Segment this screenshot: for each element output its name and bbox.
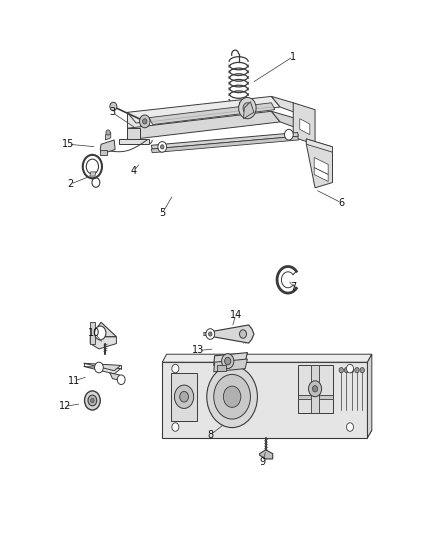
Circle shape [208, 332, 212, 336]
Polygon shape [151, 136, 298, 153]
Polygon shape [84, 364, 121, 370]
Circle shape [117, 375, 125, 384]
Polygon shape [204, 325, 254, 343]
Circle shape [308, 381, 321, 397]
Polygon shape [217, 366, 226, 370]
Circle shape [95, 326, 106, 340]
Polygon shape [244, 102, 254, 119]
Polygon shape [90, 337, 117, 349]
Polygon shape [306, 139, 332, 152]
Text: 13: 13 [192, 345, 205, 356]
Polygon shape [306, 139, 332, 188]
Circle shape [110, 102, 117, 111]
Circle shape [214, 374, 251, 419]
Circle shape [285, 130, 293, 140]
Text: 14: 14 [230, 310, 242, 320]
Text: 10: 10 [88, 328, 101, 338]
Circle shape [355, 368, 359, 373]
Polygon shape [297, 365, 332, 413]
Circle shape [85, 391, 100, 410]
Circle shape [143, 119, 147, 124]
Circle shape [91, 398, 94, 402]
Polygon shape [127, 112, 141, 128]
Polygon shape [171, 373, 197, 421]
Circle shape [344, 368, 349, 373]
Circle shape [158, 142, 166, 152]
Polygon shape [90, 172, 96, 176]
Circle shape [312, 385, 318, 392]
Polygon shape [119, 139, 149, 144]
Text: 7: 7 [290, 282, 297, 292]
Circle shape [225, 358, 231, 365]
Circle shape [243, 103, 252, 114]
Polygon shape [214, 359, 247, 372]
Circle shape [160, 145, 164, 149]
Polygon shape [297, 395, 332, 399]
Circle shape [207, 366, 258, 427]
Polygon shape [314, 167, 328, 181]
Text: 15: 15 [62, 139, 74, 149]
Polygon shape [293, 103, 315, 144]
Polygon shape [214, 353, 247, 366]
Polygon shape [311, 365, 319, 413]
Circle shape [106, 130, 110, 135]
Polygon shape [100, 140, 115, 154]
Circle shape [240, 330, 247, 338]
Polygon shape [90, 322, 95, 344]
Text: 6: 6 [338, 198, 344, 208]
Circle shape [346, 365, 353, 373]
Text: 4: 4 [131, 166, 137, 176]
Polygon shape [106, 133, 111, 140]
Polygon shape [162, 362, 367, 438]
Circle shape [172, 365, 179, 373]
Circle shape [180, 391, 188, 402]
Polygon shape [149, 103, 275, 125]
Polygon shape [127, 96, 280, 123]
Polygon shape [272, 111, 297, 128]
Polygon shape [127, 111, 280, 139]
Circle shape [206, 329, 215, 340]
Polygon shape [110, 373, 122, 381]
Circle shape [239, 98, 256, 119]
Text: 12: 12 [59, 401, 71, 411]
Text: 8: 8 [207, 430, 213, 440]
Text: 2: 2 [67, 179, 74, 189]
Polygon shape [367, 354, 372, 438]
Circle shape [360, 368, 364, 373]
Polygon shape [162, 430, 372, 438]
Text: 9: 9 [260, 457, 266, 466]
Polygon shape [260, 450, 273, 459]
Polygon shape [272, 96, 297, 114]
Polygon shape [314, 158, 328, 174]
Circle shape [140, 115, 150, 128]
Text: 5: 5 [159, 208, 166, 219]
Polygon shape [151, 133, 298, 149]
Circle shape [346, 423, 353, 431]
Circle shape [88, 395, 97, 406]
Polygon shape [84, 367, 121, 374]
Circle shape [95, 362, 103, 373]
Circle shape [172, 423, 179, 431]
Circle shape [339, 368, 343, 373]
Text: 1: 1 [290, 52, 296, 61]
Polygon shape [300, 119, 310, 135]
Polygon shape [90, 322, 117, 337]
Text: 3: 3 [109, 107, 115, 117]
Circle shape [174, 385, 194, 408]
Circle shape [350, 368, 354, 373]
Polygon shape [127, 128, 141, 144]
Text: 11: 11 [68, 376, 80, 386]
Polygon shape [162, 354, 372, 362]
Circle shape [222, 354, 234, 368]
Polygon shape [100, 150, 107, 155]
Circle shape [223, 386, 241, 407]
